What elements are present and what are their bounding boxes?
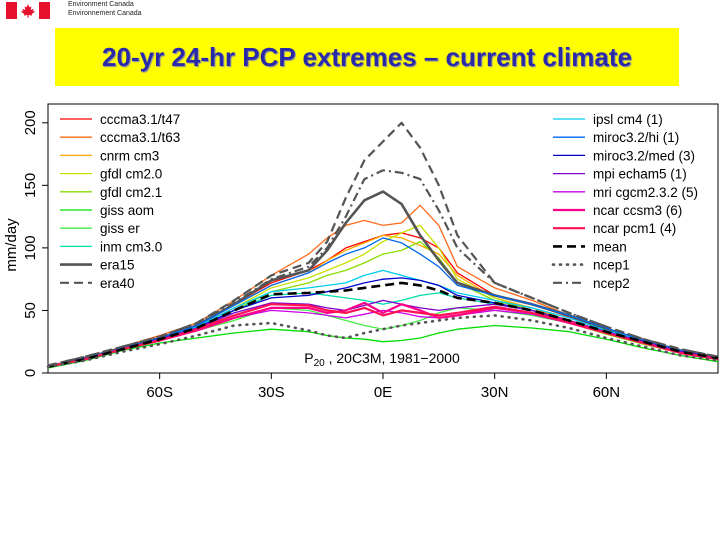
x-tick-label: 60S [146,384,173,401]
x-tick-label: 60N [593,384,621,401]
legend-label: cccma3.1/t63 [100,130,180,145]
legend-label: giss er [100,221,140,236]
series-line [47,324,719,369]
series-line [47,169,719,367]
series-layer [46,121,720,369]
y-tick-label: 50 [22,302,39,319]
y-tick-label: 0 [22,369,39,377]
legend-label: mri cgcm2.3.2 (5) [593,185,698,200]
agency-name-fr: Environnement Canada [68,9,142,17]
annotation-subscript: 20 [314,358,326,369]
x-tick-label: 30N [481,384,509,401]
legend-label: mean [593,239,627,254]
annotation-symbol: P [304,350,313,366]
axes-layer: 0 50 100 150 200 mm/day 60S 30S 0E 30N 60N [3,103,719,401]
slide-title-box: 20-yr 24-hr PCP extremes – current clima… [55,28,679,86]
header-bar: Environment Canada Environnement Canada [0,0,720,22]
y-tick-label: 100 [22,235,39,260]
agency-name: Environment Canada Environnement Canada [68,1,142,18]
legend-label: ipsl cm4 (1) [593,112,663,127]
x-tick-label: 30S [258,384,285,401]
legend: cccma3.1/t47 cccma3.1/t63 cnrm cm3 gfdl cm2… [52,108,715,296]
legend-label: ncep1 [593,258,630,273]
legend-label: era40 [100,276,135,291]
y-tick-label: 200 [22,110,39,135]
precip-extremes-chart: 0 50 100 150 200 mm/day 60S 30S 0E 30N 60N cccma3.… [3,103,720,401]
series-line [47,237,719,368]
legend-label: gfdl cm2.1 [100,185,162,200]
legend-label: ncar ccsm3 (6) [593,203,682,218]
legend-label: era15 [100,258,135,273]
canada-flag-icon [6,2,50,19]
legend-label: ncar pcm1 (4) [593,221,676,236]
agency-name-en: Environment Canada [68,1,134,8]
legend-label: ncep2 [593,276,630,291]
slide-title: 20-yr 24-hr PCP extremes – current clima… [102,41,632,72]
y-tick-label: 150 [22,173,39,198]
y-axis-label: mm/day [3,218,20,272]
legend-label: miroc3.2/med (3) [593,148,695,163]
legend-label: cccma3.1/t47 [100,112,180,127]
legend-label: inm cm3.0 [100,239,162,254]
legend-label: mpi echam5 (1) [593,167,687,182]
legend-label: miroc3.2/hi (1) [593,130,679,145]
chart-annotation: P20 , 20C3M, 1981−2000 [304,350,460,369]
legend-label: cnrm cm3 [100,148,159,163]
legend-label: gfdl cm2.0 [100,167,162,182]
series-line [47,281,719,368]
series-line [46,314,720,369]
x-tick-label: 0E [374,384,392,401]
annotation-text: , 20C3M, 1981−2000 [325,350,460,366]
legend-label: giss aom [100,203,154,218]
